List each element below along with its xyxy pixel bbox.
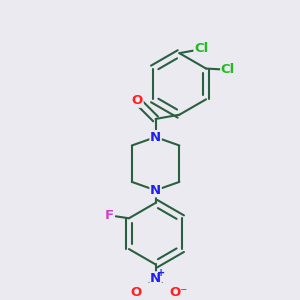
Text: +: + (157, 268, 165, 278)
Text: Cl: Cl (194, 43, 208, 56)
Text: Cl: Cl (221, 63, 235, 76)
Text: O⁻: O⁻ (170, 286, 188, 299)
Text: F: F (105, 209, 114, 222)
Text: O: O (130, 286, 142, 299)
Text: N: N (150, 272, 161, 285)
Text: N: N (150, 130, 161, 144)
Text: O: O (132, 94, 143, 107)
Text: N: N (150, 184, 161, 197)
